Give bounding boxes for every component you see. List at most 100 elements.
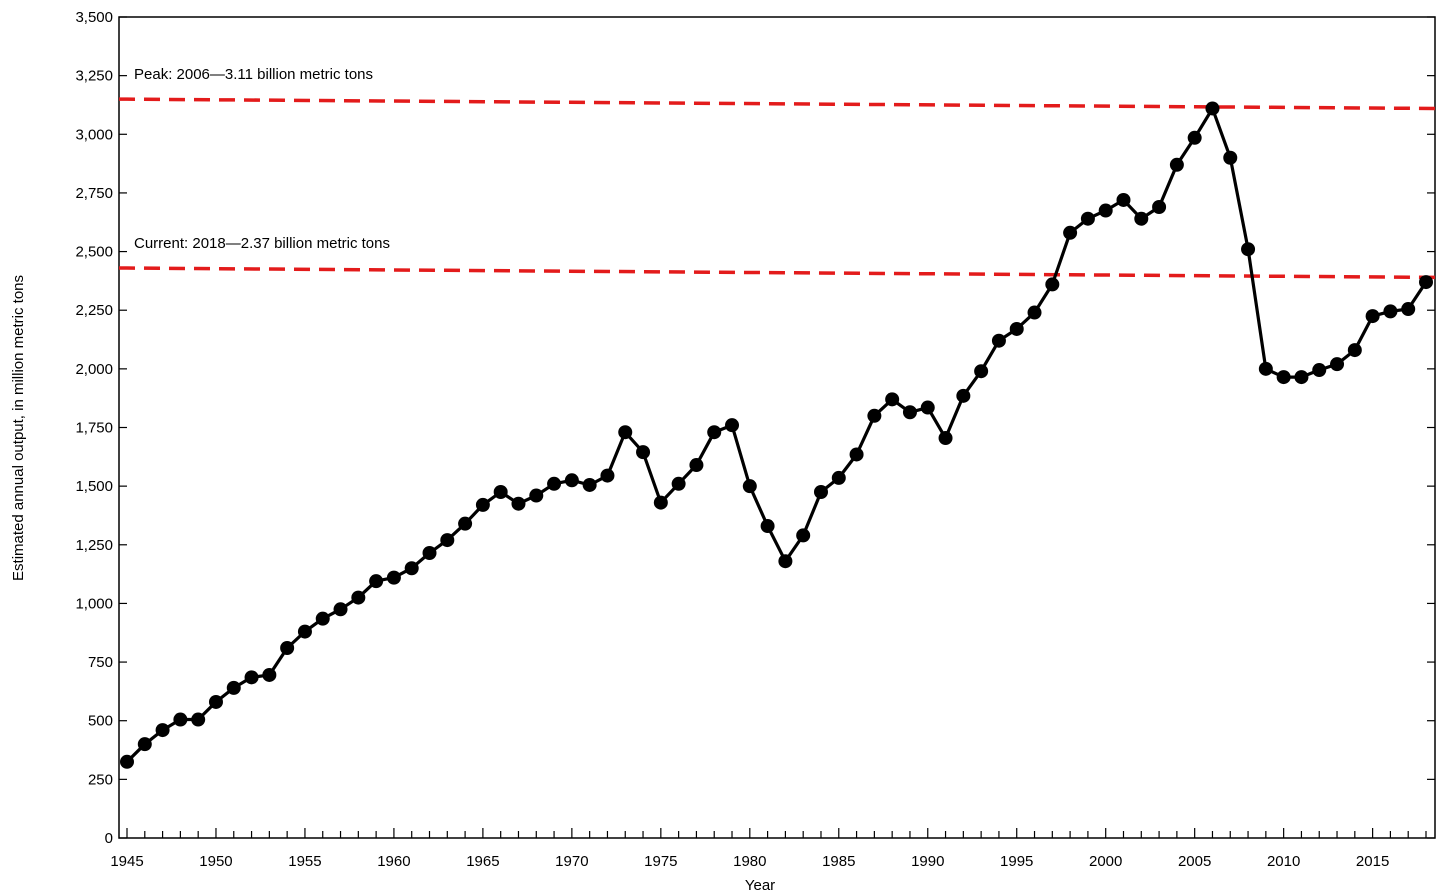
data-point-1948 [173,712,188,727]
x-tick-label: 1955 [288,853,321,870]
data-point-1959 [369,574,384,589]
x-tick-label: 1945 [110,853,143,870]
y-tick-label: 1,000 [75,595,113,612]
data-point-1997 [1045,277,1060,292]
data-point-1947 [155,723,170,738]
data-point-1969 [547,476,562,491]
x-tick-label: 1980 [733,853,766,870]
data-point-1960 [386,570,401,585]
x-tick-label: 1975 [644,853,677,870]
data-point-2007 [1223,150,1238,165]
data-point-2008 [1241,242,1256,257]
data-point-2017 [1401,302,1416,317]
data-point-1968 [529,488,544,503]
data-point-1955 [297,624,312,639]
data-point-1956 [315,611,330,626]
current-reference-line [118,266,1436,280]
data-point-2015 [1365,309,1380,324]
x-tick-label: 1995 [1000,853,1033,870]
y-tick-label: 250 [88,771,113,788]
x-tick-label: 1965 [466,853,499,870]
y-tick-label: 1,500 [75,478,113,495]
data-point-1976 [671,476,686,491]
data-point-1970 [564,473,579,488]
data-point-1995 [1009,321,1024,336]
x-tick-label: 1985 [822,853,855,870]
data-point-1985 [831,470,846,485]
data-point-1952 [244,670,259,685]
data-point-1965 [475,497,490,512]
data-point-1966 [493,485,508,500]
data-point-1946 [137,737,152,752]
data-point-1979 [725,418,740,433]
y-axis-title: Estimated annual output, in million metr… [10,275,27,581]
y-tick-label: 750 [88,654,113,671]
y-tick-label: 2,500 [75,244,113,261]
data-point-1978 [707,425,722,440]
data-point-2013 [1330,357,1345,372]
data-point-2003 [1152,200,1167,215]
x-tick-label: 1970 [555,853,588,870]
data-point-1981 [760,519,775,534]
series-line [125,106,1428,763]
data-point-1973 [618,425,633,440]
plot-area-frame [118,16,1436,839]
data-point-1994 [991,333,1006,348]
data-point-1950 [208,694,223,709]
y-tick-label: 3,500 [75,9,113,26]
data-point-2009 [1258,361,1273,376]
x-tick-label: 1960 [377,853,410,870]
current-annotation: Current: 2018—2.37 billion metric tons [134,235,390,252]
data-point-1971 [582,477,597,492]
data-point-2002 [1134,211,1149,226]
data-point-1967 [511,496,526,511]
data-point-1958 [351,590,366,605]
data-series [120,101,1433,769]
data-point-2012 [1312,363,1327,378]
y-tick-label: 1,750 [75,420,113,437]
data-point-2016 [1383,304,1398,319]
data-point-2004 [1169,157,1184,172]
x-tick-label: 1990 [911,853,944,870]
data-point-2014 [1347,343,1362,358]
data-point-1986 [849,447,864,462]
data-point-2011 [1294,370,1309,385]
y-tick-label: 2,000 [75,361,113,378]
axis-ticks: 0 250 500 750 1,000 1,250 1,500 1,750 2,000 2,250… [75,9,1435,870]
x-tick-label: 2015 [1356,853,1389,870]
data-point-1998 [1063,225,1078,240]
data-point-1984 [813,485,828,500]
x-axis-title: Year [745,877,775,892]
data-point-1974 [636,445,651,460]
peak-annotation: Peak: 2006—3.11 billion metric tons [134,66,373,83]
y-tick-label: 2,750 [75,185,113,202]
y-tick-label: 500 [88,713,113,730]
data-point-1953 [262,667,277,682]
data-point-1989 [902,405,917,420]
data-point-2001 [1116,192,1131,207]
data-point-1999 [1080,211,1095,226]
data-point-1963 [440,533,455,548]
y-tick-label: 3,250 [75,68,113,85]
data-point-1945 [120,754,134,769]
data-point-1964 [458,516,473,531]
data-point-2000 [1098,203,1113,218]
data-point-2006 [1205,101,1220,116]
data-point-1977 [689,458,704,473]
y-tick-label: 1,250 [75,537,113,554]
data-point-2010 [1276,370,1291,385]
data-point-1962 [422,545,437,560]
x-tick-label: 2010 [1267,853,1300,870]
x-tick-label: 2000 [1089,853,1122,870]
data-point-1988 [885,392,900,407]
data-point-1954 [280,640,295,655]
y-tick-label: 0 [105,830,113,847]
data-point-1996 [1027,305,1042,320]
data-point-1961 [404,561,419,576]
data-point-1991 [938,431,953,446]
data-point-2005 [1187,130,1202,145]
data-point-1975 [653,495,668,510]
data-point-1972 [600,468,615,483]
data-point-1982 [778,554,793,569]
